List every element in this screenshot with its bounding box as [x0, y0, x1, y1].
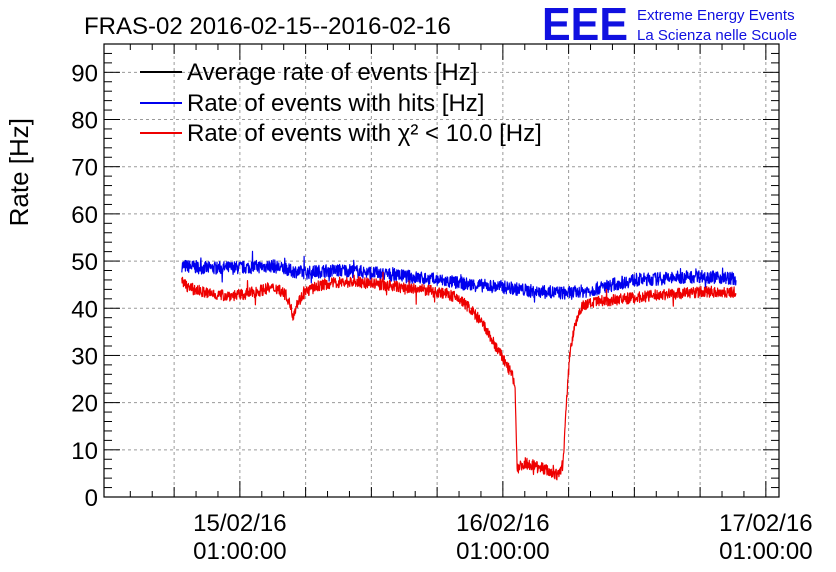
x-tick-time-label: 01:00:00 [193, 538, 286, 565]
y-tick-label: 70 [71, 155, 98, 182]
y-tick-label: 90 [71, 60, 98, 87]
series-layer [181, 250, 737, 481]
y-tick-label: 20 [71, 391, 98, 418]
axes: 010203040506070809015/02/1601:00:0016/02… [71, 43, 813, 565]
x-tick-date-label: 15/02/16 [193, 510, 286, 537]
legend-label-hits: Rate of events with hits [Hz] [187, 90, 484, 117]
x-tick-date-label: 16/02/16 [456, 510, 549, 537]
chart-title: FRAS-02 2016-02-15--2016-02-16 [84, 13, 451, 40]
legend-label-chi2: Rate of events with χ² < 10.0 [Hz] [187, 120, 542, 147]
legend: Average rate of events [Hz] Rate of even… [140, 59, 542, 147]
series-line-hits [181, 250, 737, 303]
series-line-chi2 [181, 271, 737, 481]
x-tick-time-label: 01:00:00 [719, 538, 812, 565]
x-tick-date-label: 17/02/16 [719, 510, 812, 537]
y-tick-label: 50 [71, 249, 98, 276]
grid-lines [104, 44, 779, 497]
legend-label-average: Average rate of events [Hz] [187, 59, 477, 86]
y-tick-label: 60 [71, 202, 98, 229]
y-tick-label: 0 [85, 485, 98, 512]
y-axis-title: Rate [Hz] [4, 118, 34, 226]
y-tick-label: 40 [71, 296, 98, 323]
y-tick-label: 10 [71, 438, 98, 465]
eee-logo-text: EEE [542, 0, 628, 50]
x-tick-time-label: 01:00:00 [456, 538, 549, 565]
y-tick-label: 80 [71, 108, 98, 135]
y-tick-label: 30 [71, 343, 98, 370]
brand-line-2: La Scienza nelle Scuole [637, 27, 797, 44]
brand-line-1: Extreme Energy Events [637, 7, 795, 24]
